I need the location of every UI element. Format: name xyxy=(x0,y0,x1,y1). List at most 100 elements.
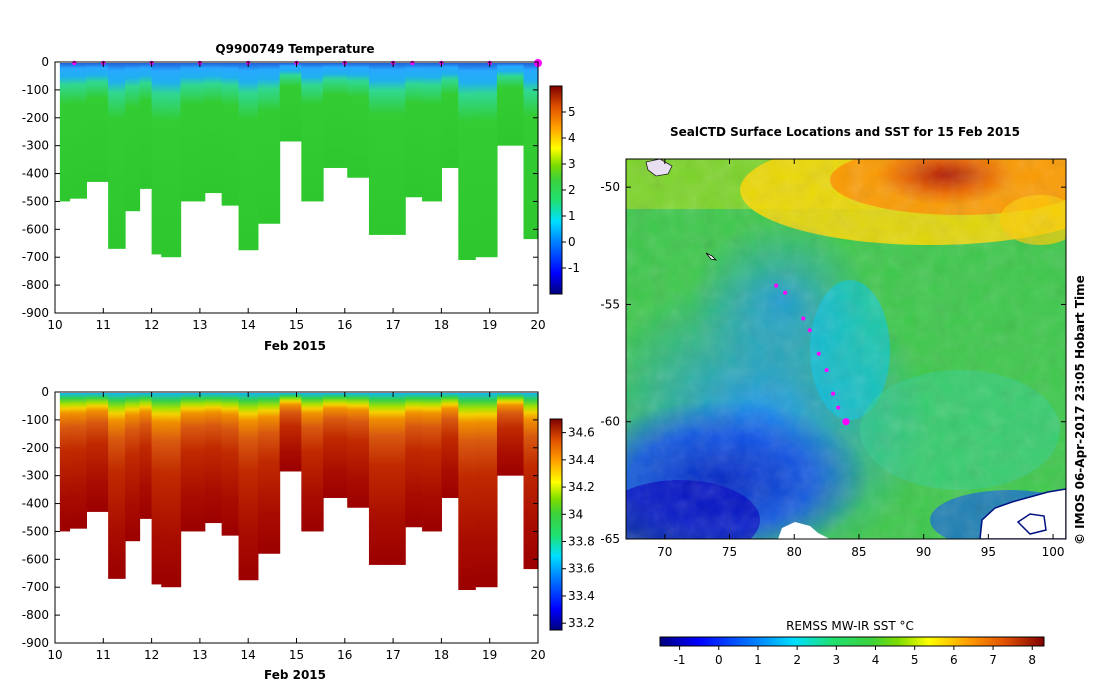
profile-column xyxy=(151,63,162,255)
seal-position xyxy=(824,368,829,373)
profile-column xyxy=(458,63,476,261)
profile-column xyxy=(441,393,459,498)
x-tick-label: 17 xyxy=(385,648,400,662)
sst-colorbar-tick-label: 1 xyxy=(754,653,762,667)
sst-colorbar xyxy=(659,636,1045,647)
colorbar-tick-label: -1 xyxy=(568,261,580,275)
y-tick-label: -600 xyxy=(22,222,49,236)
x-tick-label: 12 xyxy=(144,648,159,662)
profile-column xyxy=(496,63,525,146)
seal-position xyxy=(801,316,806,321)
profile-marker xyxy=(72,60,77,66)
seal-position xyxy=(774,283,779,288)
sst-colorbar-tick-label: 4 xyxy=(872,653,880,667)
profile-column xyxy=(368,393,389,565)
x-tick-label: 15 xyxy=(289,648,304,662)
profile-column xyxy=(368,63,389,235)
sst-colorbar-tick-label: 2 xyxy=(793,653,801,667)
profile-column xyxy=(69,393,87,529)
profile-column xyxy=(257,63,281,224)
x-tick-label: 12 xyxy=(144,318,159,332)
profile-column xyxy=(279,393,302,472)
seal-position xyxy=(831,391,836,396)
x-tick-label: 19 xyxy=(482,318,497,332)
profile-column xyxy=(161,63,182,258)
profile-column xyxy=(422,393,442,532)
temperature-panel: Q9900749 Temperature 10 11 12 13 14 15 16 17 18 1… xyxy=(22,42,580,353)
profile-column xyxy=(388,393,406,565)
map-title: SealCTD Surface Locations and SST for 15… xyxy=(670,125,1020,139)
colorbar-tick-label: 33.2 xyxy=(568,616,595,630)
profile-column xyxy=(388,63,406,235)
profile-column xyxy=(204,63,223,194)
y-tick-label: 0 xyxy=(41,55,49,69)
seal-track xyxy=(774,283,850,426)
profile-column xyxy=(221,63,240,206)
profile-column xyxy=(323,393,348,498)
seal-position xyxy=(842,418,850,426)
map-x-tick-label: 95 xyxy=(981,545,996,559)
temperature-title: Q9900749 Temperature xyxy=(215,42,374,56)
sst-colorbar-tick-label: 6 xyxy=(950,653,958,667)
profile-column xyxy=(59,63,71,202)
profile-column xyxy=(347,63,370,178)
x-tick-label: 15 xyxy=(289,318,304,332)
x-tick-label: 10 xyxy=(47,648,62,662)
profile-column xyxy=(180,63,206,202)
map-frame xyxy=(625,158,1067,540)
x-tick-label: 20 xyxy=(530,648,545,662)
sst-colorbar-tick-label: 3 xyxy=(833,653,841,667)
salinity-xlabel: Feb 2015 xyxy=(264,668,326,682)
profile-column xyxy=(139,63,153,189)
colorbar-tick-label: 33.8 xyxy=(568,535,595,549)
sst-colorbar-label: REMSS MW-IR SST °C xyxy=(786,619,914,633)
temperature-colorbar xyxy=(549,85,563,295)
colorbar-tick-label: 34.2 xyxy=(568,480,595,494)
profile-column xyxy=(69,63,87,199)
y-tick-label: -200 xyxy=(22,111,49,125)
colorbar-tick-label: 0 xyxy=(568,235,576,249)
profile-column xyxy=(180,393,206,532)
map-x-tick-label: 100 xyxy=(1042,545,1065,559)
profile-column xyxy=(221,393,240,536)
profile-column xyxy=(279,63,302,142)
x-tick-label: 14 xyxy=(241,318,256,332)
sst-colorbar-tick-label: 5 xyxy=(911,653,919,667)
x-tick-label: 13 xyxy=(192,318,207,332)
profile-marker xyxy=(410,60,415,66)
colorbar-tick-label: 5 xyxy=(568,105,576,119)
x-tick-label: 17 xyxy=(385,318,400,332)
imos-watermark: © IMOS 06-Apr-2017 23:05 Hobart Time xyxy=(1073,275,1087,545)
map-axes: 70 75 80 85 90 95 100 -50 -55 -60 -65 xyxy=(600,159,1066,559)
coast-outline xyxy=(1016,513,1047,535)
y-tick-label: -400 xyxy=(22,167,49,181)
profile-column xyxy=(59,393,71,532)
profile-column xyxy=(441,63,459,168)
map-y-tick-label: -65 xyxy=(600,532,620,546)
profile-column xyxy=(86,63,109,182)
colorbar-tick-label: 1 xyxy=(568,209,576,223)
x-tick-label: 10 xyxy=(47,318,62,332)
profile-column xyxy=(139,393,153,519)
colorbar-tick-label: 33.4 xyxy=(568,589,595,603)
temperature-axes: 10 11 12 13 14 15 16 17 18 19 20 0 -100 -200 -300 -400 -… xyxy=(22,55,546,332)
profile-column xyxy=(475,63,498,258)
x-tick-label: 11 xyxy=(96,318,111,332)
y-tick-label: -700 xyxy=(22,250,49,264)
salinity-colorbar xyxy=(549,418,563,631)
salinity-colorbar-ticks: 34.6 34.4 34.2 34 33.8 33.6 33.4 33.2 xyxy=(562,426,595,630)
colorbar-tick-label: 3 xyxy=(568,157,576,171)
profile-column xyxy=(347,393,370,508)
profile-column xyxy=(301,393,324,532)
x-tick-label: 20 xyxy=(530,318,545,332)
sst-colorbar-tick-label: -1 xyxy=(674,653,686,667)
profile-column xyxy=(323,63,348,168)
colorbar-tick-label: 33.6 xyxy=(568,562,595,576)
map-y-tick-label: -60 xyxy=(600,415,620,429)
temperature-colorbar-ticks: 5 4 3 2 1 0 -1 xyxy=(562,105,580,275)
seal-position xyxy=(816,351,821,356)
colorbar-tick-label: 34.4 xyxy=(568,453,595,467)
profile-column xyxy=(204,393,223,524)
x-tick-label: 18 xyxy=(434,318,449,332)
